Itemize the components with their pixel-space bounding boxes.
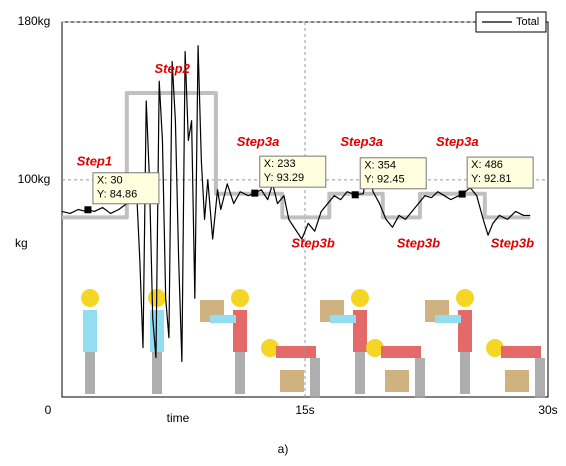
step-label: Step2 bbox=[154, 61, 190, 76]
step-label: Step3a bbox=[340, 134, 383, 149]
step-label: Step3a bbox=[436, 134, 479, 149]
step-label: Step3b bbox=[291, 235, 334, 250]
datatip-text: X: 30 bbox=[97, 175, 123, 187]
datatip-marker bbox=[458, 190, 466, 198]
datatip-box bbox=[466, 156, 534, 189]
x-tick-label: 15s bbox=[295, 403, 314, 417]
datatip-marker bbox=[351, 191, 359, 199]
legend-label: Total bbox=[516, 16, 539, 28]
datatip-text: Y: 93.29 bbox=[264, 172, 304, 184]
datatip-box bbox=[92, 172, 160, 205]
datatip-box bbox=[259, 155, 327, 188]
datatip-text: X: 486 bbox=[471, 159, 503, 171]
y-tick-label: 100kg bbox=[18, 172, 51, 186]
x-axis-label: time bbox=[167, 411, 190, 425]
y-axis-label: kg bbox=[15, 236, 28, 250]
datatip-box bbox=[359, 157, 427, 190]
step-label: Step3a bbox=[237, 134, 280, 149]
caption: a) bbox=[278, 442, 289, 456]
datatip-text: Y: 92.81 bbox=[471, 173, 511, 185]
x-tick-label: 0 bbox=[45, 403, 52, 417]
datatip-text: Y: 92.45 bbox=[364, 174, 404, 186]
step-label: Step1 bbox=[77, 154, 112, 169]
y-tick-label: 180kg bbox=[18, 14, 51, 28]
datatip-marker bbox=[84, 206, 92, 214]
step-label: Step3b bbox=[491, 235, 534, 250]
datatip-text: X: 233 bbox=[264, 158, 296, 170]
worker-illustrations bbox=[81, 289, 545, 398]
datatip-text: X: 354 bbox=[364, 160, 396, 172]
step-label: Step3b bbox=[397, 235, 440, 250]
datatip-marker bbox=[251, 189, 259, 197]
x-tick-label: 30s bbox=[538, 403, 557, 417]
datatip-text: Y: 84.86 bbox=[97, 189, 137, 201]
